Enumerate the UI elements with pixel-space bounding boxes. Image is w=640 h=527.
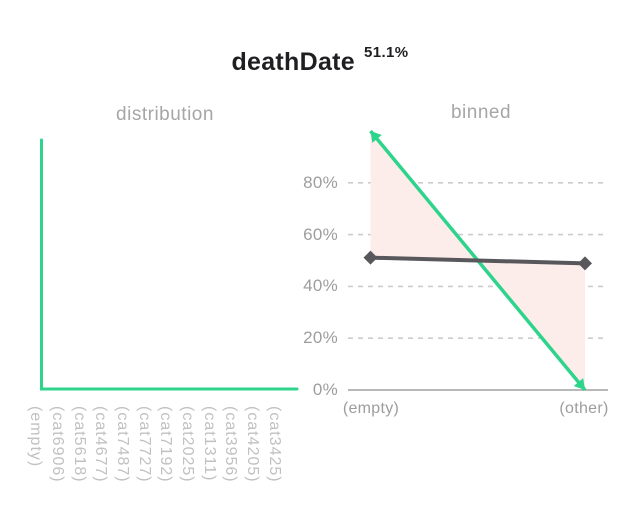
y-tick-label-60: 60% xyxy=(303,225,338,244)
feature-name: deathDate xyxy=(231,48,355,76)
binned-x-label-empty: (empty) xyxy=(342,400,400,417)
binned-x-label-other: (other) xyxy=(559,400,609,417)
y-tick-label-20: 20% xyxy=(303,328,338,347)
green-arrowhead-top xyxy=(370,131,382,143)
binned-gray-line xyxy=(370,255,586,266)
diamond-marker-1 xyxy=(578,256,592,271)
y-tick-label-40: 40% xyxy=(303,276,338,295)
y-tick-label-0: 0% xyxy=(312,380,338,399)
green-arrowhead-bottom xyxy=(573,378,585,390)
diamond-marker-0 xyxy=(363,250,378,265)
feature-title: deathDate 51.1% xyxy=(0,44,640,77)
distribution-chart-title: distribution xyxy=(116,104,214,125)
y-tick-label-80: 80% xyxy=(303,173,338,192)
distribution-line xyxy=(40,138,299,391)
feature-percentage: 51.1% xyxy=(364,44,409,61)
binned-chart-title: binned xyxy=(450,102,512,123)
